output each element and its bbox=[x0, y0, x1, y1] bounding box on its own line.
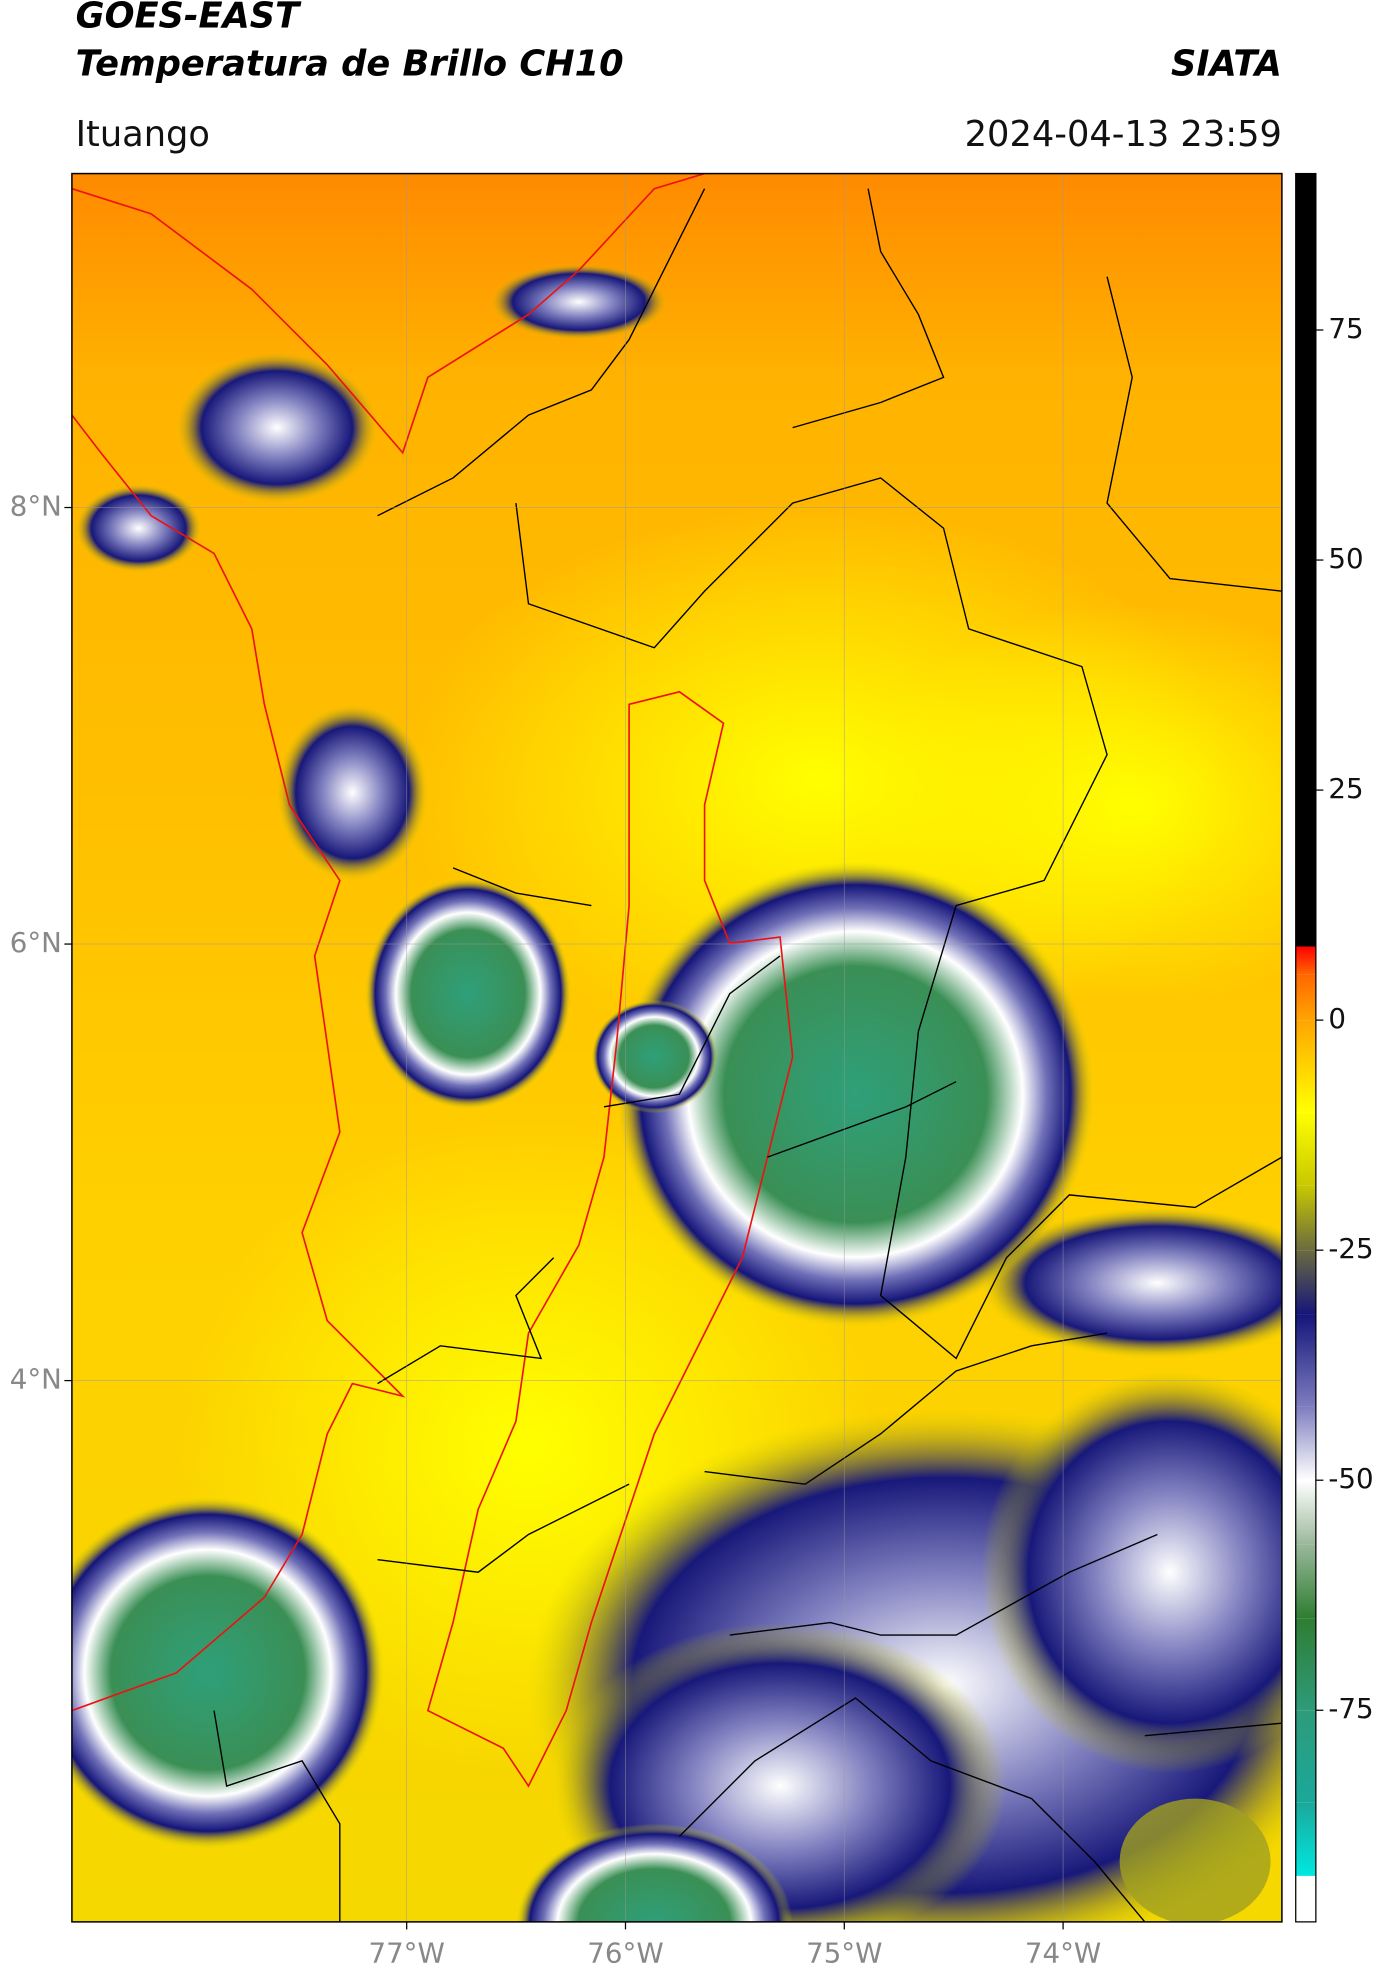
x-tick-label: 75°W bbox=[806, 1937, 882, 1970]
colorbar-frame bbox=[1295, 172, 1317, 1923]
y-tick-label: 8°N bbox=[10, 490, 62, 523]
colorbar-tick-label: 25 bbox=[1328, 772, 1363, 805]
colorbar-segment bbox=[1295, 974, 1316, 1021]
colorbar-segment bbox=[1295, 946, 1316, 975]
colorbar-segment bbox=[1295, 1250, 1316, 1315]
x-tick-label: 77°W bbox=[368, 1937, 444, 1970]
colorbar-tick-label: 0 bbox=[1328, 1002, 1346, 1035]
source: SIATA bbox=[1171, 43, 1282, 84]
colorbar-segment bbox=[1295, 1185, 1316, 1251]
timestamp: 2024-04-13 23:59 bbox=[965, 114, 1282, 155]
colorbar-segment bbox=[1295, 1406, 1316, 1481]
colorbar-segment bbox=[1295, 1802, 1316, 1876]
map-frame bbox=[71, 172, 1283, 1923]
colorbar-segment bbox=[1295, 1480, 1316, 1545]
colorbar-tick-label: 50 bbox=[1328, 542, 1363, 575]
title: GOES-EAST bbox=[76, 0, 302, 37]
colorbar-segment bbox=[1295, 1618, 1316, 1711]
colorbar-tick-label: 75 bbox=[1328, 312, 1363, 345]
x-tick-label: 74°W bbox=[1025, 1937, 1101, 1970]
y-tick-label: 4°N bbox=[10, 1363, 62, 1396]
x-tick-label: 76°W bbox=[587, 1937, 663, 1970]
colorbar-segment bbox=[1295, 1875, 1316, 1922]
y-tick-label: 6°N bbox=[10, 926, 62, 959]
location: Ituango bbox=[76, 114, 210, 155]
colorbar-tick-label: -25 bbox=[1328, 1232, 1373, 1265]
colorbar-segment bbox=[1295, 173, 1316, 947]
colorbar-tick-label: -50 bbox=[1328, 1462, 1373, 1495]
satellite-image bbox=[71, 173, 1282, 1922]
colorbar-segment bbox=[1295, 1314, 1316, 1407]
colorbar-segment bbox=[1295, 1544, 1316, 1619]
colorbar-segment bbox=[1295, 1020, 1316, 1113]
colorbar-tick-label: -75 bbox=[1328, 1692, 1373, 1725]
colorbar-segment bbox=[1295, 1710, 1316, 1803]
colorbar-segment bbox=[1295, 1112, 1316, 1186]
subtitle: Temperatura de Brillo CH10 bbox=[76, 43, 624, 84]
